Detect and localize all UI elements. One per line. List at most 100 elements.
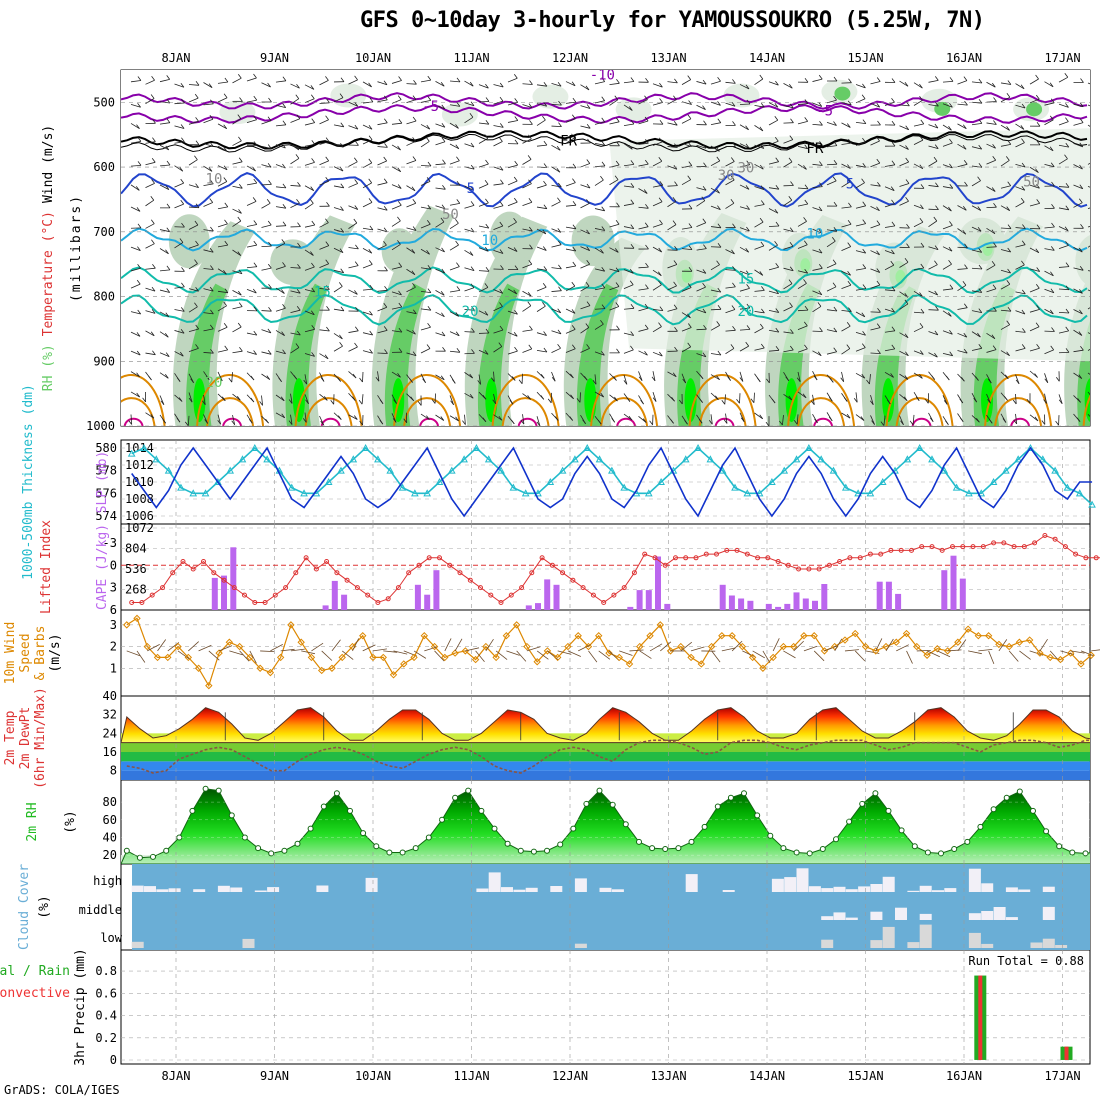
wind-barb	[1044, 248, 1055, 251]
wind-barb	[928, 80, 939, 83]
isotherm-35-arch	[813, 417, 834, 426]
wind-barb	[957, 228, 967, 235]
wind-barb-flag	[804, 99, 809, 104]
wind-barb	[333, 269, 344, 274]
wind-barb-flag	[351, 396, 356, 401]
wind-barb-flag	[195, 81, 200, 86]
wind-barb-flag	[788, 83, 793, 89]
wind-barb-flag	[659, 98, 663, 103]
wind-barb	[362, 288, 373, 291]
wind-barb-flag	[703, 324, 707, 330]
wind-barb	[391, 306, 402, 310]
wind-barb-flag	[949, 351, 954, 356]
wind-barb-flag	[818, 228, 823, 234]
wind-barb-flag	[426, 344, 431, 349]
wind-marker	[215, 649, 223, 657]
wind-barb-flag	[413, 79, 417, 85]
wind-barb-10m	[321, 650, 333, 661]
wind-barb	[623, 203, 634, 206]
wind-barb-flag	[223, 124, 228, 129]
wind-barb	[681, 227, 692, 230]
wind-barb	[667, 224, 677, 231]
wind-marker	[687, 653, 695, 662]
wind-barb	[304, 353, 315, 357]
wind-barb-flag	[427, 161, 432, 167]
rh-upper-green	[1026, 102, 1043, 117]
wind-barb	[449, 244, 459, 251]
wind-barb	[652, 102, 663, 106]
wind-barb	[217, 97, 228, 103]
isotherm-30-arch	[501, 397, 550, 426]
wind-barb-flag	[310, 85, 315, 90]
wind-barb	[159, 164, 171, 167]
wind-barb	[536, 228, 546, 235]
lifted-marker	[375, 600, 381, 605]
wind-barb-flag	[208, 83, 213, 88]
wind-barb-flag	[688, 223, 693, 228]
wind-barb-flag	[570, 394, 574, 400]
wind-barb	[1029, 78, 1039, 85]
wind-barb	[478, 287, 489, 293]
wind-barb	[710, 226, 721, 229]
wind-barb-flag	[295, 145, 300, 151]
wind-barb	[464, 80, 474, 87]
wind-barb	[812, 394, 815, 405]
wind-barb	[957, 123, 967, 130]
wind-barb-flag	[224, 77, 229, 83]
precip-tick: 0	[110, 1053, 117, 1067]
wind-barb	[391, 330, 402, 333]
wind-barb	[464, 249, 474, 256]
wind-barb-flag	[701, 196, 706, 201]
lifted-marker	[970, 544, 976, 550]
wind-barb-flag	[688, 267, 693, 272]
wind-barb	[841, 412, 851, 419]
cape-bar	[341, 594, 348, 610]
wind-barb-flag	[253, 73, 257, 79]
cape-bar	[544, 579, 551, 610]
lifted-marker	[1083, 555, 1089, 561]
wind-marker	[1067, 649, 1075, 657]
wind-barb-10m	[968, 650, 982, 655]
wind-barb-flag	[732, 326, 736, 331]
wind-barb-flag	[218, 376, 223, 382]
wind-barb	[188, 84, 200, 86]
wind-barb	[203, 312, 214, 315]
wind-barb-flag	[572, 224, 577, 230]
lifted-marker	[283, 585, 289, 591]
wind-barb-flag	[1036, 184, 1040, 189]
wind-barb	[768, 81, 779, 86]
wind-marker	[502, 632, 511, 640]
wind-barb	[319, 141, 330, 145]
cape-tick: 536	[125, 562, 147, 576]
thickness-marker	[1063, 483, 1072, 491]
wind-barb	[841, 309, 852, 312]
wind-barb-flag	[903, 396, 908, 401]
wind-barb-flag	[1002, 418, 1007, 423]
wind-barb	[304, 185, 314, 191]
cloud-bar	[131, 941, 144, 948]
wind-barb-flag	[440, 375, 445, 381]
wind-barb-flag	[673, 95, 677, 100]
wind-barb-flag	[963, 332, 968, 338]
wind-barb-flag	[165, 185, 170, 190]
wind-barb	[768, 140, 779, 146]
wind-barb	[855, 122, 866, 124]
wind-barb	[449, 266, 460, 271]
rh-blob	[571, 215, 615, 267]
wind-barb-flag	[238, 302, 243, 307]
wind-barb	[203, 103, 214, 106]
wind-barb-flag	[259, 401, 263, 406]
wind-barb	[623, 164, 634, 167]
cloud-bar	[907, 890, 920, 892]
cape-bar	[876, 581, 883, 610]
wind-barb-flag	[267, 328, 272, 334]
wind-barb-flag	[569, 416, 574, 421]
thickness-marker	[595, 455, 604, 463]
wind-barb-flag	[962, 206, 967, 211]
wind-barb	[739, 371, 744, 382]
wind-barb	[841, 101, 852, 106]
wind-barb	[783, 161, 793, 168]
wind-barb-flag	[1007, 268, 1011, 274]
xs-ylabel-group: RH (%)Temperature (°C)Wind (m/s)(milliba…	[41, 125, 84, 391]
wind-barb	[754, 125, 764, 132]
